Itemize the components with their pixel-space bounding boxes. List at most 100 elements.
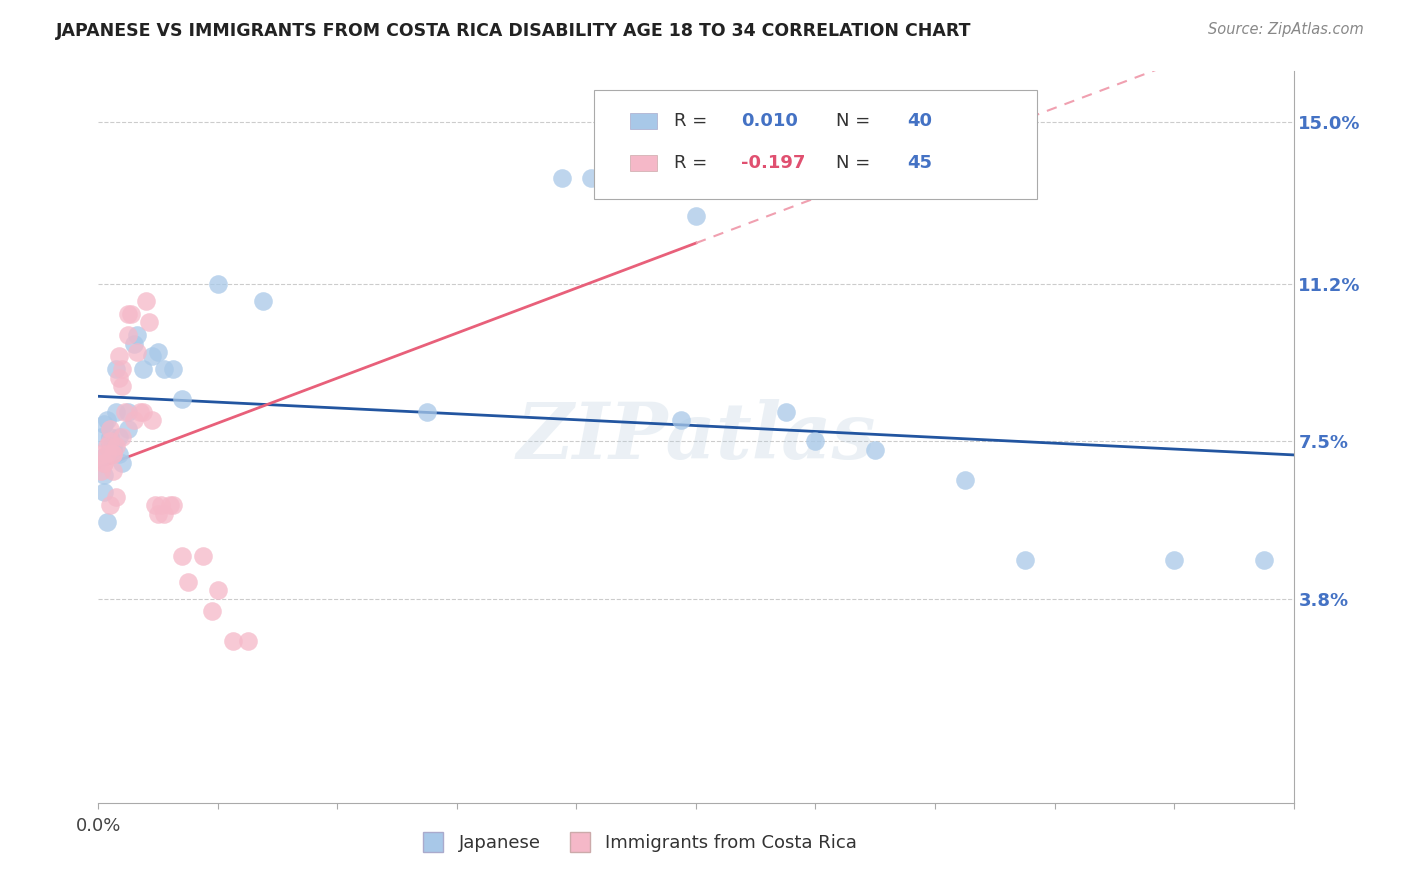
Text: Source: ZipAtlas.com: Source: ZipAtlas.com [1208,22,1364,37]
Point [201,604,224,618]
Point [132,404,155,418]
Point [103,447,125,461]
Bar [630,113,657,129]
Point [150,498,173,512]
Point [207,277,229,291]
Point [93,417,115,432]
Point [105,490,128,504]
Point [96,439,118,453]
Point [252,293,274,308]
Point [117,421,139,435]
FancyBboxPatch shape [595,90,1036,200]
Point [103,442,125,457]
Point [127,345,149,359]
Point [129,404,152,418]
Point [1163,553,1185,567]
Point [93,456,115,470]
Point [103,439,125,453]
Point [153,362,176,376]
Point [685,94,707,108]
Point [98,434,122,449]
Point [132,362,155,376]
Text: ZIPatlas: ZIPatlas [516,399,876,475]
Point [108,370,131,384]
Bar [630,154,657,171]
Point [98,430,122,444]
Point [865,442,887,457]
Point [111,430,134,444]
Point [108,430,131,444]
Point [148,507,170,521]
Point [222,634,245,648]
Point [111,362,134,376]
Point [669,413,692,427]
Point [103,464,125,478]
Point [117,404,139,418]
Text: N =: N = [835,153,876,172]
Point [775,149,797,163]
Text: JAPANESE VS IMMIGRANTS FROM COSTA RICA DISABILITY AGE 18 TO 34 CORRELATION CHART: JAPANESE VS IMMIGRANTS FROM COSTA RICA D… [56,22,972,40]
Point [111,456,134,470]
Text: -0.197: -0.197 [741,153,806,172]
Point [96,447,118,461]
Point [127,328,149,343]
Point [90,464,112,478]
Point [105,404,128,418]
Text: R =: R = [675,153,713,172]
Point [953,473,976,487]
Point [416,404,439,418]
Point [96,413,118,427]
Point [117,328,139,343]
Point [148,345,170,359]
Point [141,413,163,427]
Text: 0.010: 0.010 [741,112,799,130]
Point [124,413,146,427]
Point [90,430,112,444]
Point [581,170,603,185]
Point [108,349,131,363]
Point [162,498,184,512]
Point [114,404,136,418]
Point [141,349,163,363]
Point [162,362,184,376]
Point [96,515,118,529]
Point [93,456,115,470]
Point [93,468,115,483]
Point [550,170,572,185]
Point [90,451,112,466]
Point [90,447,112,461]
Point [159,498,181,512]
Point [105,439,128,453]
Point [804,434,827,449]
Text: 45: 45 [907,153,932,172]
Point [775,404,797,418]
Point [172,392,194,406]
Point [120,307,142,321]
Point [103,447,125,461]
Point [98,421,122,435]
Text: R =: R = [675,112,713,130]
Point [135,293,157,308]
Legend: Japanese, Immigrants from Costa Rica: Japanese, Immigrants from Costa Rica [408,827,865,860]
Point [108,447,131,461]
Point [138,315,160,329]
Point [177,574,200,589]
Point [1253,553,1275,567]
Point [207,583,229,598]
Text: N =: N = [835,112,876,130]
Point [153,507,176,521]
Text: 40: 40 [907,112,932,130]
Point [105,362,128,376]
Point [98,439,122,453]
Point [172,549,194,563]
Point [98,498,122,512]
Point [93,485,115,500]
Point [117,307,139,321]
Point [236,634,259,648]
Point [685,209,707,223]
Point [143,498,166,512]
Point [111,379,134,393]
Point [191,549,214,563]
Point [124,336,146,351]
Point [1014,553,1036,567]
